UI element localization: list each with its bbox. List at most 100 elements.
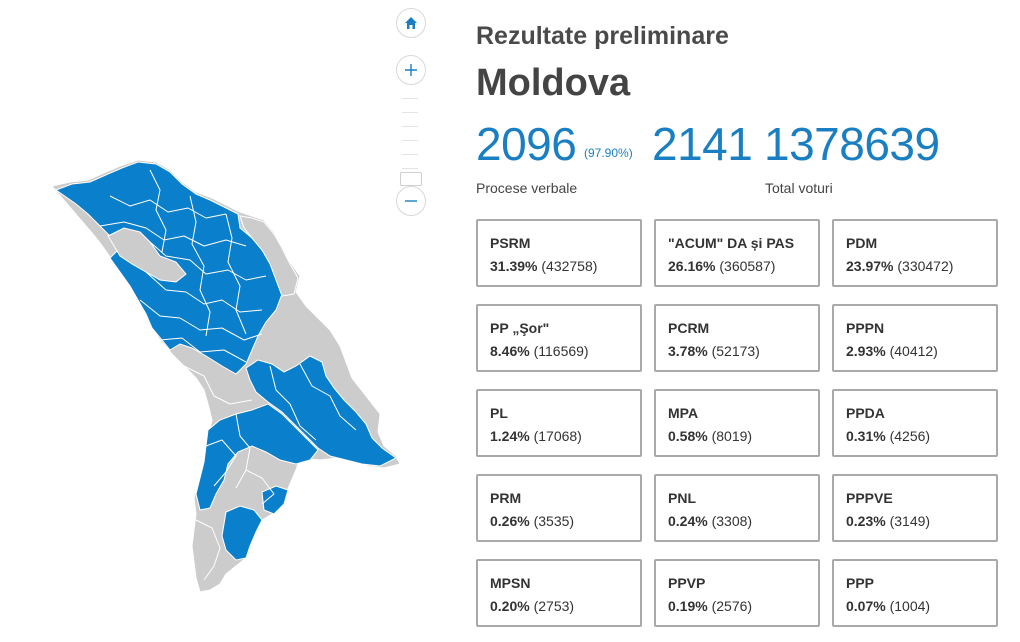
party-result: 31.39% (432758): [490, 258, 597, 274]
zoom-tick: [402, 168, 418, 169]
map-area[interactable]: [0, 0, 460, 642]
party-percent: 0.23%: [846, 513, 886, 529]
party-votes: (3308): [711, 513, 753, 529]
party-name: PDM: [846, 235, 878, 251]
party-percent: 0.31%: [846, 428, 886, 444]
map-region-won[interactable]: [245, 355, 397, 467]
protocols-percent: (97.90%): [584, 146, 633, 160]
party-name: PL: [490, 405, 508, 421]
party-name: PPDA: [846, 405, 885, 421]
party-votes: (3149): [889, 513, 931, 529]
party-votes: (330472): [897, 258, 954, 274]
party-name: MPA: [668, 405, 699, 421]
party-name: PSRM: [490, 235, 531, 251]
party-votes: (8019): [711, 428, 753, 444]
party-result: 26.16% (360587): [668, 258, 775, 274]
district-borders: [99, 169, 357, 581]
party-card[interactable]: PPDA 0.31% (4256): [832, 389, 998, 457]
party-name: PPPN: [846, 320, 885, 336]
party-percent: 2.93%: [846, 343, 886, 359]
zoom-tick: [402, 126, 418, 127]
party-votes: (116569): [533, 343, 589, 359]
party-votes: (432758): [541, 258, 598, 274]
party-votes: (2576): [711, 598, 753, 614]
zoom-tick: [402, 140, 418, 141]
party-card[interactable]: PPPN 2.93% (40412): [832, 304, 998, 372]
zoom-tick: [402, 112, 418, 113]
party-card[interactable]: PSRM 31.39% (432758): [476, 219, 642, 287]
party-result: 1.24% (17068): [490, 428, 582, 444]
party-result: 0.24% (3308): [668, 513, 752, 529]
party-card[interactable]: PPVP 0.19% (2576): [654, 559, 820, 627]
party-result: 0.19% (2576): [668, 598, 752, 614]
party-card[interactable]: PRM 0.26% (3535): [476, 474, 642, 542]
plus-icon: [405, 64, 417, 76]
party-votes: (40412): [889, 343, 938, 359]
party-name: PNL: [668, 490, 696, 506]
party-card[interactable]: PPP 0.07% (1004): [832, 559, 998, 627]
party-result: 0.26% (3535): [490, 513, 574, 529]
map-region-won[interactable]: [195, 403, 319, 511]
map-region-other[interactable]: [107, 227, 187, 283]
party-card[interactable]: PCRM 3.78% (52173): [654, 304, 820, 372]
party-card[interactable]: PNL 0.24% (3308): [654, 474, 820, 542]
party-card[interactable]: PPPVE 0.23% (3149): [832, 474, 998, 542]
zoom-tick: [402, 98, 418, 99]
party-votes: (1004): [889, 598, 931, 614]
moldova-map[interactable]: [0, 0, 460, 642]
party-name: "ACUM" DA și PAS: [668, 235, 795, 251]
protocols-label: Procese verbale: [476, 180, 578, 196]
zoom-in-button[interactable]: [396, 55, 426, 85]
party-card[interactable]: PP „Şor" 8.46% (116569): [476, 304, 642, 372]
party-votes: (3535): [533, 513, 575, 529]
party-votes: (360587): [719, 258, 776, 274]
party-percent: 0.19%: [668, 598, 708, 614]
zoom-tick: [402, 154, 418, 155]
party-result: 3.78% (52173): [668, 343, 760, 359]
zoom-out-button[interactable]: [396, 186, 426, 216]
party-percent: 23.97%: [846, 258, 894, 274]
party-result: 0.58% (8019): [668, 428, 752, 444]
party-percent: 0.26%: [490, 513, 530, 529]
party-name: PPPVE: [846, 490, 893, 506]
party-name: PPP: [846, 575, 875, 591]
party-result: 0.20% (2753): [490, 598, 574, 614]
party-percent: 0.20%: [490, 598, 530, 614]
party-card[interactable]: "ACUM" DA și PAS 26.16% (360587): [654, 219, 820, 287]
party-name: PPVP: [668, 575, 706, 591]
results-subtitle: Rezultate preliminare: [476, 22, 729, 50]
party-percent: 0.07%: [846, 598, 886, 614]
total-votes: 1378639: [764, 118, 940, 170]
party-votes: (4256): [889, 428, 931, 444]
party-result: 0.31% (4256): [846, 428, 930, 444]
protocols-total: 2141: [652, 118, 753, 170]
party-name: MPSN: [490, 575, 531, 591]
map-region-won[interactable]: [221, 505, 263, 561]
party-name: PCRM: [668, 320, 710, 336]
party-card[interactable]: MPSN 0.20% (2753): [476, 559, 642, 627]
party-card[interactable]: PDM 23.97% (330472): [832, 219, 998, 287]
party-votes: (52173): [711, 343, 760, 359]
map-region-won[interactable]: [261, 485, 289, 515]
party-name: PRM: [490, 490, 522, 506]
party-percent: 0.24%: [668, 513, 708, 529]
home-button[interactable]: [396, 8, 426, 38]
party-result: 0.23% (3149): [846, 513, 930, 529]
home-icon: [405, 17, 417, 29]
party-result: 23.97% (330472): [846, 258, 953, 274]
votes-label: Total voturi: [765, 180, 833, 196]
map-region-other[interactable]: [239, 215, 299, 297]
party-votes: (2753): [533, 598, 575, 614]
party-percent: 0.58%: [668, 428, 708, 444]
party-percent: 8.46%: [490, 343, 530, 359]
minus-icon: [405, 200, 417, 202]
party-votes: (17068): [533, 428, 582, 444]
party-result: 8.46% (116569): [490, 343, 589, 359]
party-percent: 26.16%: [668, 258, 716, 274]
party-percent: 31.39%: [490, 258, 538, 274]
zoom-slider-handle[interactable]: [400, 172, 422, 186]
party-card[interactable]: PL 1.24% (17068): [476, 389, 642, 457]
party-percent: 1.24%: [490, 428, 530, 444]
party-percent: 3.78%: [668, 343, 708, 359]
party-card[interactable]: MPA 0.58% (8019): [654, 389, 820, 457]
